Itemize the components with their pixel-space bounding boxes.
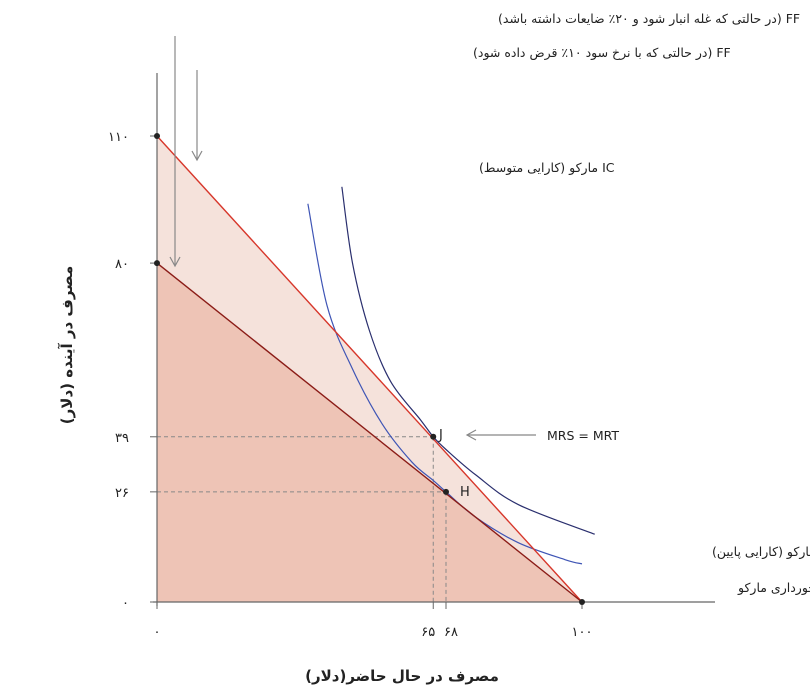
plot-area: ۰ ۶۵ ۶۸ ۱۰۰ ۰ ۲۶ ۳۹ ۸۰ ۱۱۰ (108, 73, 715, 640)
endpoint-marker (154, 133, 160, 139)
x-tick-label: ۱۰۰ (572, 625, 593, 640)
mrs-mrt-label: MRS = MRT (547, 428, 619, 443)
point-label-j: J (438, 428, 443, 443)
x-tick-label: ۰ (154, 625, 161, 640)
endowment-label: برخورداری مارکو (737, 580, 810, 596)
y-tick-label: ۸۰ (115, 257, 129, 272)
x-tick-label: ۶۵ (421, 625, 435, 640)
ic-medium-label: IC مارکو (کارایی متوسط) (479, 160, 615, 176)
y-tick-label: ۱۱۰ (108, 130, 129, 145)
y-tick-label: ۰ (122, 596, 129, 611)
axes (153, 73, 715, 606)
point-marker-h (443, 488, 449, 495)
mrs-mrt-arrow (465, 429, 536, 441)
point-label-h: H (460, 485, 470, 500)
y-axis-title: مصرف در آینده (دلار) (58, 266, 76, 424)
x-ticks: ۰ ۶۵ ۶۸ ۱۰۰ (154, 602, 593, 640)
point-markers (154, 133, 585, 605)
ff-storage-label: FF (در حالتی که غله انبار شود و ۲۰٪ ضایع… (498, 11, 800, 27)
guide-lines (157, 436, 447, 602)
indifference-curve-medium (341, 186, 595, 535)
annotations: FF (در حالتی که غله انبار شود و ۲۰٪ ضایع… (169, 11, 810, 596)
ff-lending-label: FF (در حالتی که با نرخ سود ۱۰٪ قرض داده … (473, 45, 731, 61)
ff-lending-arrow (191, 70, 203, 162)
endpoint-marker (579, 599, 585, 605)
x-tick-label: ۶۸ (444, 625, 458, 640)
y-tick-label: ۳۹ (115, 431, 129, 446)
feasible-frontier-lending (156, 135, 583, 603)
feasible-frontier-storage (156, 262, 583, 603)
point-marker-j (430, 433, 437, 440)
y-tick-label: ۲۶ (115, 486, 129, 501)
ff-storage-arrow (169, 36, 181, 268)
ic-low-label: IC مارکو (کارایی پایین) (712, 544, 810, 560)
endpoint-marker (154, 260, 160, 267)
x-axis-title: مصرف در حال حاضر(دلار) (305, 667, 499, 685)
y-ticks: ۰ ۲۶ ۳۹ ۸۰ ۱۱۰ (108, 130, 157, 611)
